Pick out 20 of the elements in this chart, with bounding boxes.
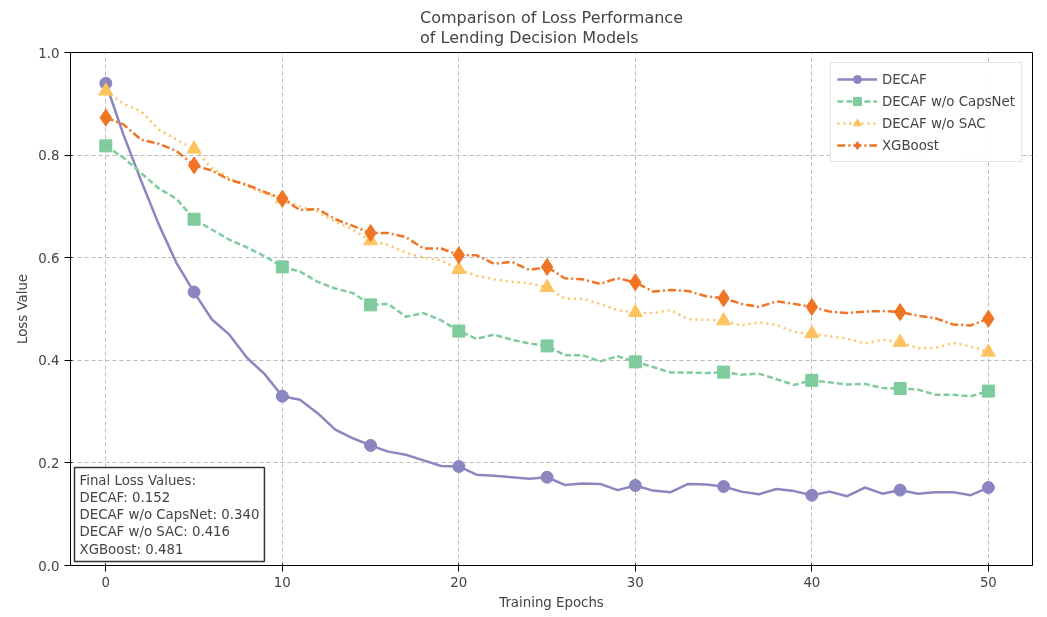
y-tick-label: 0.8: [38, 148, 60, 164]
y-tick-label: 1.0: [38, 45, 60, 61]
y-tick-label: 0.2: [38, 455, 60, 471]
chart-title: Comparison of Loss Performance of Lending Decision Models: [420, 7, 683, 48]
annotation: Final Loss Values: DECAF: 0.152 DECAF w/o CapsNet: 0.340 DECAF w/o SAC: 0.416 XGBoost: 0.481: [79, 472, 260, 557]
x-tick-label: 50: [979, 574, 997, 590]
x-tick-label: 10: [273, 574, 291, 590]
x-tick-label: 20: [450, 574, 468, 590]
x-tick-label: 0: [101, 574, 111, 590]
y-tick-label: 0.6: [38, 250, 60, 266]
y-tick-label: 0.4: [38, 353, 60, 369]
y-axis-title: Loss Value: [15, 273, 31, 345]
legend-label: DECAF: [881, 71, 927, 87]
legend-label: XGBoost: [881, 137, 940, 153]
legend-label: DECAF w/o SAC: [881, 115, 986, 131]
x-tick-label: 30: [626, 574, 644, 590]
y-tick-label: 0.0: [38, 558, 60, 574]
legend-label: DECAF w/o CapsNet: [881, 93, 1015, 109]
x-axis-title: Training Epochs: [498, 594, 604, 610]
x-tick-label: 40: [803, 574, 821, 590]
